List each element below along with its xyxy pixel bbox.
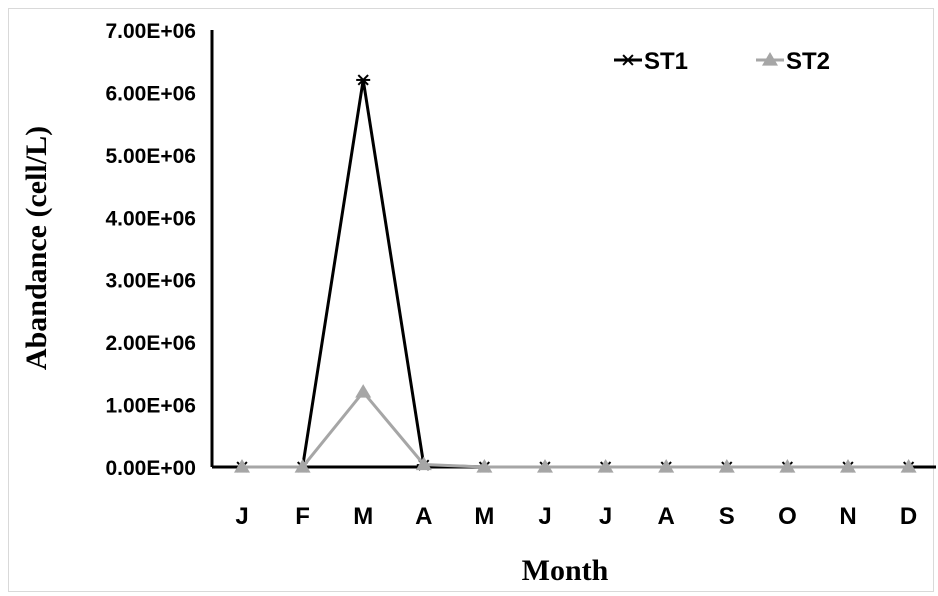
x-tick-label: A bbox=[658, 503, 675, 530]
series-line bbox=[242, 389, 909, 469]
data-point bbox=[356, 74, 371, 86]
legend-marker bbox=[762, 52, 778, 66]
data-point bbox=[537, 459, 553, 473]
y-tick-label: 4.00E+06 bbox=[105, 207, 196, 230]
x-tick-label: O bbox=[778, 503, 797, 530]
data-point bbox=[597, 459, 614, 473]
legend-marker bbox=[621, 54, 635, 66]
data-point bbox=[779, 459, 796, 473]
x-tick-label: J bbox=[538, 503, 551, 530]
y-tick-labels: 0.00E+00 1.00E+06 2.00E+06 3.00E+06 4.00E+06… bbox=[105, 20, 196, 480]
data-point bbox=[900, 459, 917, 473]
series-st1 bbox=[235, 74, 916, 473]
x-tick-label: J bbox=[235, 503, 248, 530]
y-tick-label: 0.00E+00 bbox=[105, 457, 196, 480]
data-point bbox=[355, 384, 372, 398]
legend-label: ST2 bbox=[786, 48, 830, 75]
axes bbox=[210, 30, 936, 469]
data-point bbox=[234, 459, 250, 473]
y-tick-label: 6.00E+06 bbox=[105, 82, 196, 105]
data-point bbox=[476, 459, 493, 473]
x-tick-label: F bbox=[295, 503, 310, 530]
x-tick-label: S bbox=[719, 503, 735, 530]
x-tick-label: D bbox=[900, 503, 917, 530]
y-tick-label: 2.00E+06 bbox=[105, 332, 196, 355]
y-tick-label: 1.00E+06 bbox=[105, 395, 196, 418]
data-point bbox=[294, 459, 311, 473]
chart-frame bbox=[8, 8, 934, 592]
y-axis-title: Abandance (cell/L) bbox=[20, 126, 53, 370]
x-tick-label: M bbox=[353, 503, 373, 530]
x-axis-title: Month bbox=[522, 554, 609, 587]
data-point bbox=[718, 459, 735, 473]
data-point bbox=[658, 459, 675, 473]
data-point bbox=[415, 456, 432, 471]
legend-item-st1: ST1 bbox=[614, 48, 688, 75]
x-tick-label: J bbox=[599, 503, 612, 530]
legend-label: ST1 bbox=[644, 48, 688, 75]
x-tick-label: N bbox=[839, 503, 856, 530]
legend-item-st2: ST2 bbox=[756, 48, 830, 75]
y-tick-label: 3.00E+06 bbox=[105, 270, 196, 293]
y-tick-label: 7.00E+06 bbox=[105, 20, 196, 43]
series-line bbox=[242, 79, 909, 469]
x-tick-label: M bbox=[474, 503, 494, 530]
series-st2 bbox=[234, 384, 917, 473]
legend: ST1 ST2 bbox=[614, 48, 830, 75]
y-tick-label: 5.00E+06 bbox=[105, 145, 196, 168]
series-layer bbox=[234, 74, 917, 473]
data-point bbox=[840, 459, 856, 473]
x-tick-label: A bbox=[415, 503, 432, 530]
